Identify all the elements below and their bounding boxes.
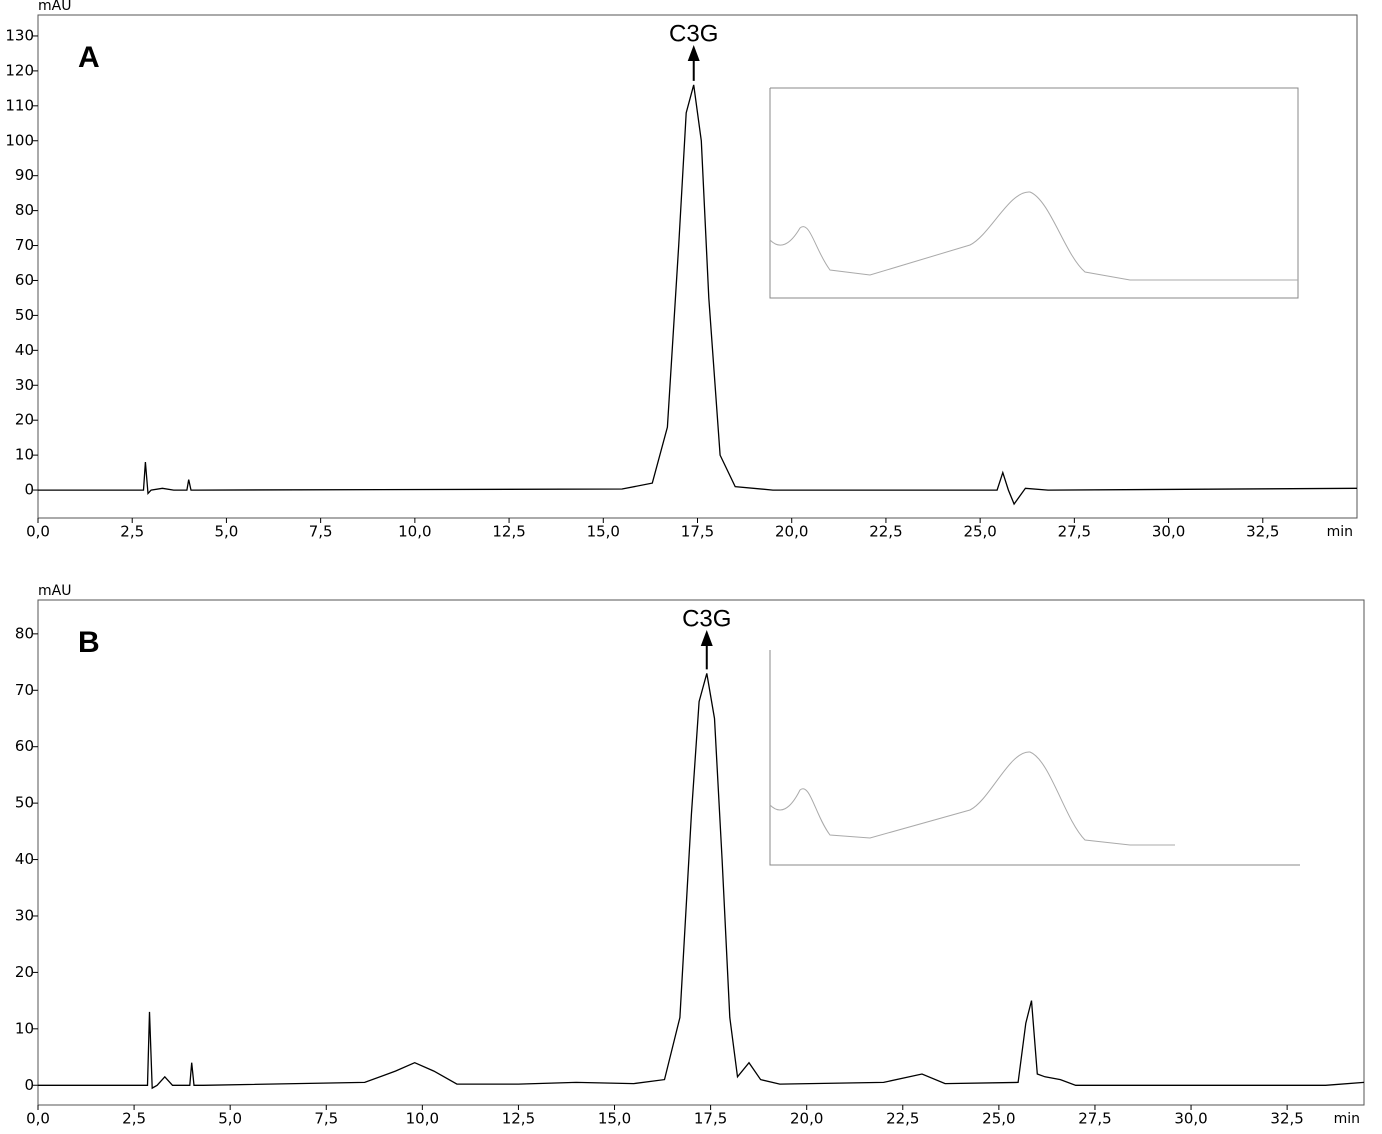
x-tick-label: 25,0 (963, 523, 996, 541)
y-tick-label: 130 (5, 26, 34, 44)
inset-a (769, 87, 1299, 299)
chromatogram-line (38, 84, 1358, 506)
x-tick-label: 2,5 (122, 1110, 146, 1128)
x-tick-label: 0,0 (26, 523, 50, 541)
x-tick-label: 12,5 (492, 523, 525, 541)
x-tick-label: 10,0 (398, 523, 431, 541)
x-tick-label: 7,5 (314, 1110, 338, 1128)
x-tick-label: 10,0 (406, 1110, 439, 1128)
x-tick-label: 22,5 (869, 523, 902, 541)
y-tick-label: 70 (15, 681, 34, 699)
annotation-label: C3G (669, 20, 718, 47)
x-tick-label: 7,5 (309, 523, 333, 541)
x-tick-label: 25,0 (982, 1110, 1015, 1128)
x-tick-label: 17,5 (694, 1110, 727, 1128)
x-tick-label: 30,0 (1174, 1110, 1207, 1128)
y-tick-label: 40 (15, 341, 34, 359)
y-tick-label: 80 (15, 201, 34, 219)
plot-frame (37, 599, 1365, 1106)
x-tick-label: 15,0 (587, 523, 620, 541)
x-axis-label: min (1327, 524, 1353, 540)
y-tick-label: 60 (15, 271, 34, 289)
panel-label: A (78, 41, 100, 74)
x-tick-label: 15,0 (598, 1110, 631, 1128)
y-tick-label: 60 (15, 737, 34, 755)
y-axis-label: mAU (38, 583, 71, 599)
x-tick-label: 20,0 (790, 1110, 823, 1128)
plot-frame (37, 14, 1358, 519)
y-tick-label: 30 (15, 376, 34, 394)
x-tick-label: 2,5 (120, 523, 144, 541)
y-tick-label: 90 (15, 166, 34, 184)
y-tick-label: 0 (24, 1076, 34, 1094)
y-tick-label: 0 (24, 481, 34, 499)
annotation-arrowhead (700, 630, 713, 646)
y-tick-label: 120 (5, 61, 34, 79)
y-tick-label: 10 (15, 1019, 34, 1037)
x-tick-label: 5,0 (218, 1110, 242, 1128)
y-tick-label: 100 (5, 131, 34, 149)
x-tick-label: 20,0 (775, 523, 808, 541)
annotation-arrowhead (687, 45, 700, 61)
y-tick-label: 50 (15, 794, 34, 812)
x-tick-label: 5,0 (214, 523, 238, 541)
y-tick-label: 40 (15, 850, 34, 868)
inset-b (769, 650, 1300, 866)
x-tick-label: 0,0 (26, 1110, 50, 1128)
x-tick-label: 27,5 (1058, 523, 1091, 541)
annotation-label: C3G (682, 605, 731, 632)
x-tick-label: 30,0 (1152, 523, 1185, 541)
x-tick-label: 32,5 (1246, 523, 1279, 541)
y-tick-label: 50 (15, 306, 34, 324)
y-tick-label: 20 (15, 411, 34, 429)
x-axis-label: min (1334, 1111, 1360, 1127)
x-tick-label: 17,5 (681, 523, 714, 541)
x-tick-label: 27,5 (1078, 1110, 1111, 1128)
panel-label: B (78, 626, 100, 659)
chromatogram-line (38, 673, 1365, 1090)
x-tick-label: 32,5 (1270, 1110, 1303, 1128)
y-tick-label: 70 (15, 236, 34, 254)
y-tick-label: 10 (15, 446, 34, 464)
y-tick-label: 20 (15, 963, 34, 981)
y-tick-label: 30 (15, 906, 34, 924)
x-tick-label: 12,5 (502, 1110, 535, 1128)
y-tick-label: 110 (5, 96, 34, 114)
x-tick-label: 22,5 (886, 1110, 919, 1128)
y-tick-label: 80 (15, 624, 34, 642)
y-axis-label: mAU (38, 0, 71, 14)
